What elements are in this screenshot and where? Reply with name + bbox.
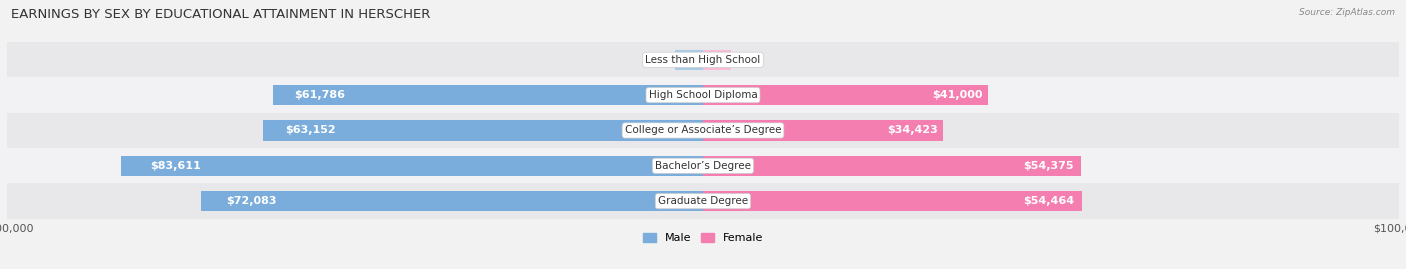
Text: $54,464: $54,464 xyxy=(1024,196,1074,206)
Bar xyxy=(703,85,988,105)
Bar xyxy=(675,49,703,70)
Text: $54,375: $54,375 xyxy=(1024,161,1074,171)
Bar xyxy=(703,49,731,70)
Bar xyxy=(7,183,1399,219)
Text: $72,083: $72,083 xyxy=(226,196,277,206)
Text: $0: $0 xyxy=(741,55,755,65)
Text: EARNINGS BY SEX BY EDUCATIONAL ATTAINMENT IN HERSCHER: EARNINGS BY SEX BY EDUCATIONAL ATTAINMEN… xyxy=(11,8,430,21)
Bar xyxy=(121,155,703,176)
Text: Graduate Degree: Graduate Degree xyxy=(658,196,748,206)
Bar xyxy=(703,120,942,141)
Bar xyxy=(7,42,1399,77)
Bar xyxy=(703,155,1081,176)
Text: Bachelor’s Degree: Bachelor’s Degree xyxy=(655,161,751,171)
Text: $83,611: $83,611 xyxy=(150,161,201,171)
Bar xyxy=(7,113,1399,148)
Text: Source: ZipAtlas.com: Source: ZipAtlas.com xyxy=(1299,8,1395,17)
Bar xyxy=(7,77,1399,113)
Text: Less than High School: Less than High School xyxy=(645,55,761,65)
Text: College or Associate’s Degree: College or Associate’s Degree xyxy=(624,125,782,136)
Bar xyxy=(703,191,1083,211)
Bar xyxy=(7,148,1399,183)
Text: $61,786: $61,786 xyxy=(294,90,346,100)
Text: $0: $0 xyxy=(651,55,665,65)
Bar xyxy=(263,120,703,141)
Text: High School Diploma: High School Diploma xyxy=(648,90,758,100)
Text: $63,152: $63,152 xyxy=(285,125,336,136)
Legend: Male, Female: Male, Female xyxy=(638,228,768,247)
Bar xyxy=(273,85,703,105)
Text: $34,423: $34,423 xyxy=(887,125,938,136)
Text: $41,000: $41,000 xyxy=(932,90,983,100)
Bar xyxy=(201,191,703,211)
